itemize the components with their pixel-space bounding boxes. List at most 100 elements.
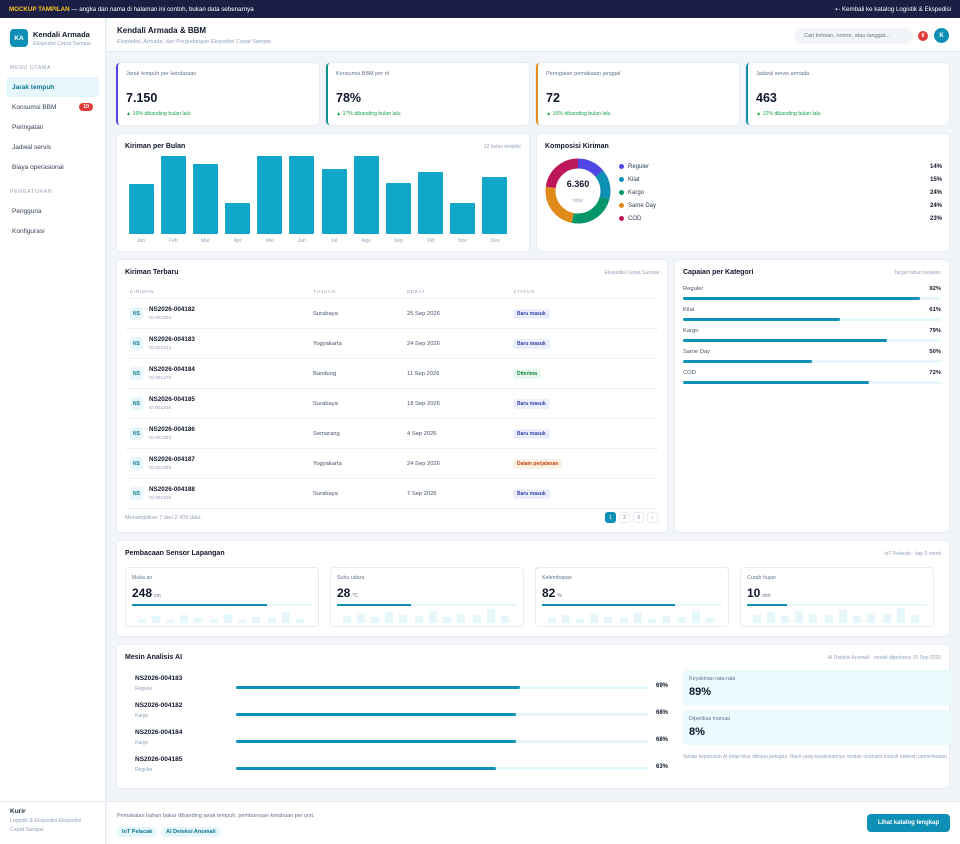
brand-subtitle: Ekspedisi Cepat Sampai (33, 40, 91, 47)
ai-shipment-id: NS2026-004185 (135, 756, 183, 763)
back-to-catalog-link[interactable]: ⇠ Kembali ke katalog Logistik & Ekspedis… (835, 5, 951, 13)
shipment-cell: NS NS2026-004187 ID 001389 (125, 456, 313, 471)
page-footer: Pemakaian bahan bakar dibanding jarak te… (107, 801, 960, 844)
spark-bar (576, 619, 584, 623)
sidebar-item-jarak-tempuh[interactable]: Jarak tempuh (6, 77, 99, 97)
confidence-track (236, 767, 648, 770)
sensor-level-fill (747, 604, 787, 606)
sidebar-item-jadwal-servis[interactable]: Jadwal servis (6, 137, 99, 157)
search-input[interactable] (795, 28, 913, 44)
spark-bar (371, 617, 379, 623)
catalog-button[interactable]: Lihat katalog lengkap (867, 814, 950, 832)
table-row[interactable]: NS NS2026-004183 ID 001241 Yogyakarta 24 Sep… (125, 329, 659, 359)
avatar[interactable]: K (934, 28, 949, 43)
sensor-unit: °C (352, 593, 358, 599)
shipment-id: NS2026-004183 (149, 336, 195, 343)
sensor-value-row: 10 mm (747, 586, 771, 600)
stat-value: 7.150 (126, 91, 158, 105)
stat-delta: ▲ 17% dibanding bulan lalu (336, 111, 401, 117)
ai-disclaimer: Setiap keputusan AI tetap bisa ditinjau … (683, 754, 949, 760)
category-target-card: Capaian per Kategori Target tahun berjal… (675, 260, 949, 532)
ai-result-row[interactable]: NS2026-004184 Kargo 68% (135, 729, 668, 751)
sidebar-item-biaya-operasional[interactable]: Biaya operasional (6, 157, 99, 177)
sensor-value: 28 (337, 586, 351, 600)
confidence-fill (236, 740, 517, 743)
chart-title: Kiriman per Bulan (125, 143, 186, 150)
chip-ai-deteksi[interactable]: AI Deteksi Anomali (161, 827, 221, 837)
target-track (683, 360, 941, 363)
shipment-id: NS2026-004187 (149, 456, 195, 463)
col-header-kiriman: KIRIMAN (130, 289, 155, 295)
stat-label: Konsumsi BBM per rit (336, 71, 390, 77)
notification-badge[interactable]: 8 (918, 31, 928, 41)
sidebar-item-label: Jarak tempuh (12, 83, 55, 91)
chart-note: 12 bulan terakhir (483, 144, 521, 150)
table-row[interactable]: NS NS2026-004182 ID 001204 Surabaya 25 Sep 2… (125, 299, 659, 329)
table-row[interactable]: NS NS2026-004186 ID 001352 Semarang 4 Sep 20… (125, 419, 659, 449)
spark-bar (443, 617, 451, 623)
spark-bar (825, 615, 833, 623)
ai-result-row[interactable]: NS2026-004183 Reguler 69% (135, 675, 668, 697)
ai-result-row[interactable]: NS2026-004185 Reguler 63% (135, 756, 668, 778)
target-fill (683, 297, 921, 300)
donut-slice-kargo (545, 158, 611, 224)
table-row[interactable]: NS NS2026-004188 ID 001426 Surabaya 7 Sep 20… (125, 479, 659, 509)
sidebar-item-peringatan[interactable]: Peringatan (6, 117, 99, 137)
sidebar-item-konsumsi-bbm[interactable]: Konsumsi BBM 10 (6, 97, 99, 117)
target-percent: 92% (929, 286, 941, 292)
stat-label: Jadwal servis armada (756, 71, 810, 77)
donut-slice-kilat (545, 158, 611, 224)
sidebar-item-label: Konfigurasi (12, 227, 45, 235)
status-cell: Baru masuk (513, 338, 659, 349)
donut-total-label: total (573, 198, 583, 204)
target-percent: 72% (929, 370, 941, 376)
bar-chart (125, 156, 511, 234)
destination-cell: Surabaya (313, 490, 338, 497)
target-track (683, 339, 941, 342)
next-page-button[interactable]: › (647, 512, 658, 523)
sensor-value-row: 82% (542, 586, 562, 600)
chart-legend: Reguler 14% Kilat 15% Kargo 24% Same Day 24% COD… (619, 160, 942, 225)
confidence-fill (236, 686, 521, 689)
shipment-icon: NS (130, 307, 143, 320)
spark-bar (180, 615, 188, 623)
spark-bar (457, 614, 465, 623)
bar-jul (321, 169, 347, 234)
date-cell: 18 Sep 2026 (407, 400, 440, 407)
ai-result-row[interactable]: NS2026-004182 Kargo 68% (135, 702, 668, 724)
confidence-value: 68% (655, 737, 668, 743)
sensor-level-track (747, 604, 927, 606)
status-cell: Baru masuk (513, 488, 659, 499)
spark-bar (415, 616, 423, 623)
legend-value: 24% (929, 202, 942, 209)
sensor-value-row: 248 cm (132, 586, 161, 600)
confidence-track (236, 713, 648, 716)
sidebar-item-konfigurasi[interactable]: Konfigurasi (6, 221, 99, 241)
status-cell: Diterima (513, 368, 659, 379)
shipment-subid: ID 001352 (149, 436, 172, 441)
table-footer: Menampilkan 7 dari 2.439 data (125, 515, 201, 521)
sidebar-item-pengguna[interactable]: Pengguna (6, 201, 99, 221)
shipment-id: NS2026-004186 (149, 426, 195, 433)
date-cell: 24 Sep 2026 (407, 340, 440, 347)
bar-sep (385, 182, 411, 234)
avg-confidence-value: 89% (689, 686, 712, 698)
spark-bar (590, 614, 598, 623)
date-cell: 24 Sep 2026 (407, 460, 440, 467)
banner-text: MOCKUP TAMPILAN — angka dan nama di hala… (9, 6, 254, 13)
page-header: Kendali Armada & BBM Ekspedisi, Armada, … (107, 18, 960, 52)
page-title: Kendali Armada & BBM (117, 26, 207, 35)
table-row[interactable]: NS NS2026-004185 ID 001315 Surabaya 18 Sep 2… (125, 389, 659, 419)
table-row[interactable]: NS NS2026-004187 ID 001389 Yogyakarta 24 Sep… (125, 449, 659, 479)
sensor-value: 10 (747, 586, 761, 600)
legend-item: Kilat 15% (619, 173, 942, 186)
col-header-status: STATUS (513, 289, 535, 295)
page-1-button[interactable]: 1 (605, 512, 616, 523)
ai-avg-confidence: Keyakinan rata-rata 89% (683, 670, 951, 705)
page-2-button[interactable]: 2 (619, 512, 630, 523)
chip-iot-pelacak[interactable]: IoT Pelacak (117, 827, 158, 837)
status-cell: Baru masuk (513, 398, 659, 409)
brand[interactable]: KA Kendali Armada Ekspedisi Cepat Sampai (0, 18, 105, 47)
table-row[interactable]: NS NS2026-004184 ID 001278 Bandung 11 Sep 20… (125, 359, 659, 389)
page-3-button[interactable]: 3 (633, 512, 644, 523)
